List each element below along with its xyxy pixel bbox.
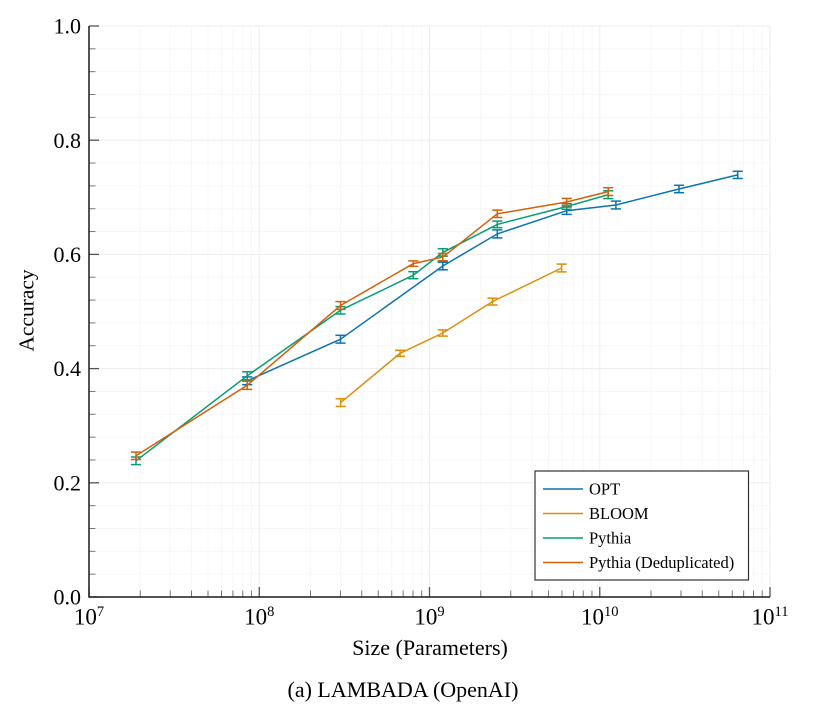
svg-text:1.0: 1.0 (54, 14, 82, 39)
svg-text:BLOOM: BLOOM (589, 504, 649, 523)
svg-text:0.8: 0.8 (54, 128, 82, 153)
svg-text:0.6: 0.6 (54, 242, 82, 267)
svg-text:Pythia: Pythia (589, 529, 632, 548)
svg-text:(a) LAMBADA (OpenAI): (a) LAMBADA (OpenAI) (288, 677, 519, 702)
svg-text:Pythia (Deduplicated): Pythia (Deduplicated) (589, 553, 734, 572)
svg-text:0.0: 0.0 (54, 585, 82, 610)
svg-text:OPT: OPT (589, 480, 620, 499)
svg-text:0.4: 0.4 (54, 356, 82, 381)
svg-text:Accuracy: Accuracy (15, 269, 39, 352)
svg-text:109: 109 (414, 604, 444, 630)
svg-text:Size (Parameters): Size (Parameters) (352, 635, 508, 660)
svg-text:0.2: 0.2 (54, 470, 82, 495)
